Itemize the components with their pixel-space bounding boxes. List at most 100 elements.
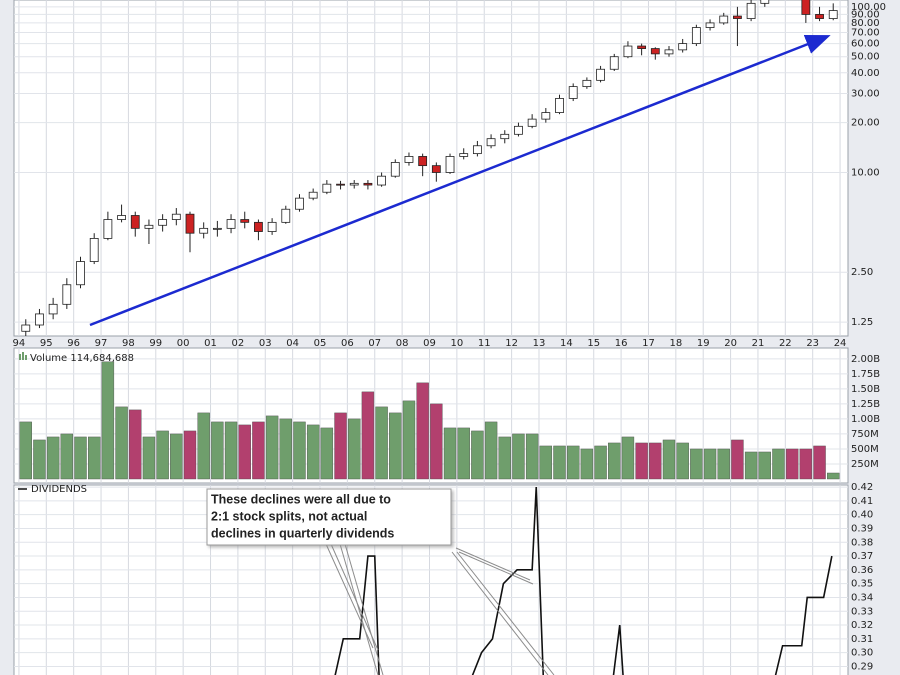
x-tick-label: 11 [478,338,491,349]
y-tick-label: 50.00 [851,52,880,63]
volume-bar [827,472,840,480]
x-tick-label: 15 [587,338,600,349]
volume-bar [156,430,169,480]
annotation-line: 2:1 stock splits, not actual [211,509,367,523]
volume-bar [170,433,183,480]
y-tick-label: 250M [851,459,879,470]
y-tick-label: 0.31 [851,634,873,645]
y-tick-label: 40.00 [851,68,880,79]
x-tick-label: 14 [560,338,573,349]
candle-body [418,156,428,167]
volume-bar [306,424,320,480]
volume-bar [19,421,32,480]
x-tick-label: 21 [752,338,765,349]
volume-bar [553,445,566,480]
y-tick-label: 1.25 [851,317,873,328]
candle-body [35,313,44,326]
x-tick-label: 98 [122,338,135,349]
candle-body [281,208,291,223]
volume-bar [320,427,334,480]
volume-bar [813,445,826,480]
candle-body [76,261,85,286]
y-tick-label: 2.50 [851,267,873,278]
y-tick-label: 0.33 [851,606,873,617]
volume-bar [402,400,416,480]
y-tick-label: 0.30 [851,648,873,659]
volume-bar [430,403,443,480]
volume-bar [649,442,662,480]
y-tick-label: 0.40 [851,510,873,521]
y-tick-label: 0.29 [851,661,873,672]
candle-body [431,165,441,173]
dividend-title: DIVIDENDS [31,484,87,495]
volume-layer [14,348,848,483]
volume-bar [772,448,785,480]
price-layer [14,0,848,336]
y-tick-label: 20.00 [851,118,880,129]
x-tick-label: 05 [314,338,327,349]
candle-body [815,14,824,19]
volume-bar [87,436,101,480]
volume-bar [621,436,635,480]
x-tick-label: 20 [724,338,737,349]
x-tick-label: 10 [450,338,463,349]
volume-bar [484,421,498,480]
x-tick-label: 08 [396,338,409,349]
x-tick-label: 16 [615,338,628,349]
y-tick-label: 0.36 [851,565,873,576]
candle-body [130,215,140,229]
candle-body [664,49,674,55]
volume-bar [690,448,703,480]
x-tick-label: 07 [368,338,381,349]
candle-body [295,197,304,210]
volume-bar [129,409,142,480]
candle-body [103,219,113,239]
candle-body [486,138,496,147]
y-tick-label: 0.38 [851,537,873,548]
x-tick-label: 95 [40,338,53,349]
x-tick-label: 03 [259,338,272,349]
x-tick-label: 23 [806,338,819,349]
candle-body [719,15,729,24]
candle-body [117,215,126,220]
y-tick-label: 0.41 [851,496,873,507]
callout-leaders [325,543,555,675]
y-tick-label: 30.00 [851,88,880,99]
y-tick-label: 0.34 [851,592,873,603]
x-tick-label: 97 [95,338,108,349]
volume-bar [265,415,279,480]
y-tick-label: 0.37 [851,551,873,562]
y-tick-label: 10.00 [851,167,880,178]
candle-body [541,112,551,120]
candle-body [445,156,455,173]
trend-arrow [89,34,831,327]
x-tick-label: 17 [642,338,655,349]
candle-body [828,10,838,19]
y-tick-label: 90.00 [851,9,880,20]
candle-body [226,219,236,229]
candle-body [199,227,209,234]
candle-body [158,219,168,226]
volume-bar [348,418,361,480]
volume-bar [375,406,388,480]
candle-body [623,45,633,58]
candle-body [267,221,277,232]
candle-body [185,213,195,234]
candle-body [349,182,359,186]
candle-body [514,125,523,135]
y-tick-label: 100.00 [851,2,886,13]
dividend-line [334,487,833,675]
candle-body [240,219,250,223]
volume-bar [580,448,594,480]
volume-bar [183,430,197,480]
volume-bar [443,427,457,480]
y-tick-label: 60.00 [851,39,880,50]
volume-bar [512,433,525,480]
x-tick-label: 24 [834,338,847,349]
volume-bar [142,436,156,480]
x-tick-label: 22 [779,338,792,349]
volume-bar [498,436,511,480]
x-tick-label: 06 [341,338,354,349]
candle-body [390,162,400,177]
